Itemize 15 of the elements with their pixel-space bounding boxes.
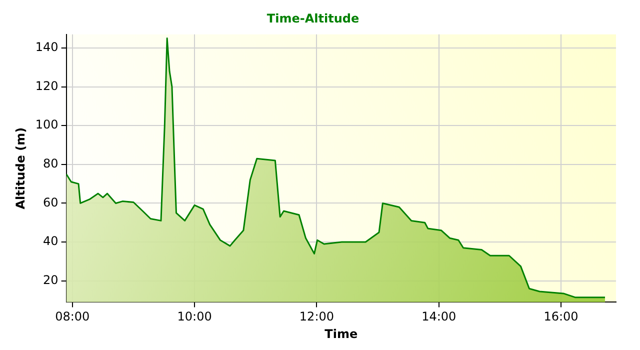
y-tick-label: 80 [43, 156, 58, 171]
y-axis-title: Altitude (m) [13, 127, 28, 210]
y-tick-label: 120 [35, 78, 58, 93]
y-tick-label: 100 [35, 118, 58, 132]
y-tick-label: 140 [35, 40, 58, 54]
x-axis-title: Time [324, 326, 358, 341]
y-tick-label: 20 [43, 272, 58, 287]
chart-title: Time-Altitude [266, 11, 360, 26]
y-tick-label: 40 [43, 234, 58, 248]
x-tick-label: 08:00 [55, 310, 90, 324]
x-tick-label: 10:00 [177, 310, 212, 324]
x-tick-label: 12:00 [299, 310, 334, 324]
y-tick-label: 60 [43, 195, 58, 210]
x-tick-label: 14:00 [422, 310, 456, 324]
x-tick-label: 16:00 [544, 310, 578, 324]
